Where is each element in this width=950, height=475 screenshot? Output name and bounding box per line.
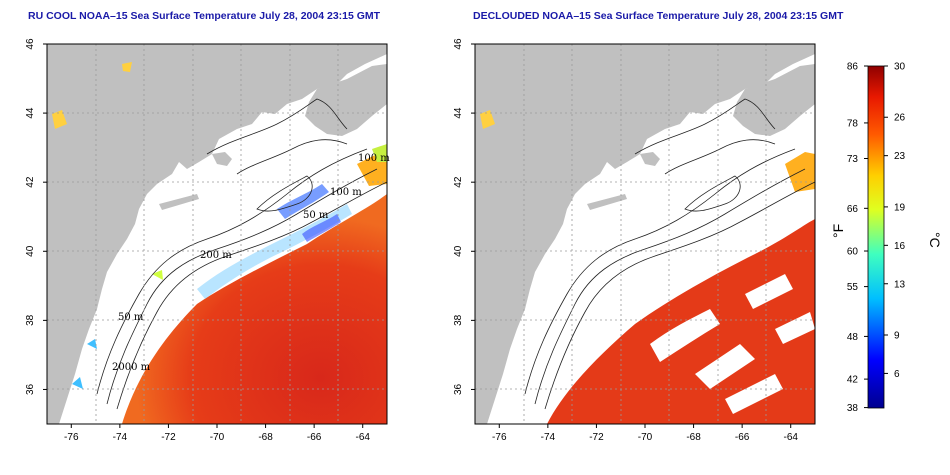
colorbar-labels: 86 78 73 66 60 55 48 42 38 30 26 23 19 16 13 9 6 [847,62,906,415]
fahrenheit-tick-label: 42 [847,375,859,386]
lon-tick-label: -74 [113,432,128,443]
right-warm-water [547,219,815,424]
lat-tick-label: 42 [453,176,464,188]
celsius-tick-label: 16 [894,241,906,252]
fahrenheit-tick-label: 78 [847,118,859,129]
contour-label-200m: 200 m [200,250,232,261]
right-panel-title: DECLOUDED NOAA–15 Sea Surface Temperatur… [473,10,844,22]
lat-tick-label: 46 [453,38,464,50]
celsius-tick-label: 23 [894,151,906,162]
lat-tick-label: 44 [25,107,36,119]
lon-tick-label: -70 [638,432,653,443]
lat-tick-label: 36 [453,383,464,395]
fahrenheit-label: °F [830,224,846,238]
fahrenheit-tick-label: 73 [847,154,859,165]
lon-tick-label: -70 [210,432,225,443]
lon-tick-label: -66 [735,432,750,443]
lat-tick-label: 36 [25,383,36,395]
lat-tick-label: 40 [453,245,464,257]
lon-tick-label: -68 [258,432,273,443]
axis-labels: -76 -74 -72 -70 -68 -66 -64 46 44 42 40 38 36 -76 -74 -… [25,38,798,443]
lat-tick-label: 46 [25,38,36,50]
fahrenheit-tick-label: 60 [847,247,859,258]
left-warm-water [122,194,387,424]
celsius-tick-label: 9 [894,330,900,341]
celsius-label: °C [927,232,943,248]
lon-tick-label: -64 [355,432,370,443]
contour-label-100m-b: 100 m [330,187,362,198]
fahrenheit-tick-label: 38 [847,403,859,414]
lon-tick-label: -76 [64,432,79,443]
celsius-tick-label: 19 [894,202,906,213]
left-cloud-speckle [52,62,387,389]
lon-tick-label: -74 [541,432,556,443]
fahrenheit-tick-label: 66 [847,204,859,215]
left-map [46,43,388,425]
celsius-tick-label: 26 [894,113,906,124]
fahrenheit-tick-label: 55 [847,282,859,293]
lat-tick-label: 44 [453,107,464,119]
contour-label-50m-b: 50 m [118,312,144,323]
lon-tick-label: -68 [686,432,701,443]
celsius-tick-label: 13 [894,279,906,290]
colorbar [867,65,885,409]
contour-label-2000m: 2000 m [112,362,151,373]
lon-tick-label: -66 [307,432,322,443]
left-panel-title: RU COOL NOAA–15 Sea Surface Temperature … [28,10,381,22]
celsius-tick-label: 30 [894,62,906,73]
lat-tick-label: 42 [25,176,36,188]
lon-tick-label: -72 [589,432,604,443]
fahrenheit-tick-label: 48 [847,332,859,343]
lon-tick-label: -64 [783,432,798,443]
lon-tick-label: -76 [492,432,507,443]
right-map [474,43,816,425]
lon-tick-label: -72 [161,432,176,443]
lat-tick-label: 38 [25,314,36,326]
lat-tick-label: 38 [453,314,464,326]
fahrenheit-tick-label: 86 [847,62,859,73]
contour-label-50m-a: 50 m [303,210,329,221]
contour-label-100m-a: 100 m [358,153,390,164]
lat-tick-label: 40 [25,245,36,257]
celsius-tick-label: 6 [894,369,900,380]
